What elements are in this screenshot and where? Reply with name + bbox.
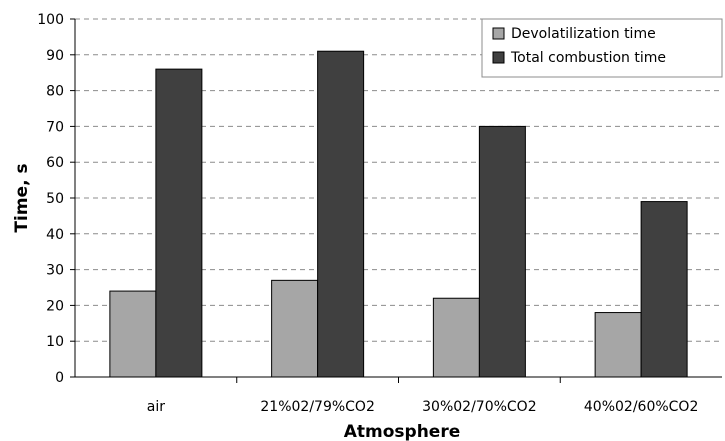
bar-devolatilization: [432, 297, 480, 378]
x-tick-label: 21%02/79%CO2: [260, 399, 374, 415]
bar-total-combustion: [317, 50, 365, 378]
y-tick-label: 70: [46, 119, 64, 135]
y-tick-label: 40: [46, 227, 64, 243]
y-tick-label: 10: [46, 334, 64, 350]
y-tick-label: 90: [46, 48, 64, 64]
y-axis-title: Time, s: [12, 163, 32, 232]
y-tick-label: 0: [55, 370, 64, 386]
y-tick-label: 30: [46, 263, 64, 279]
bar-devolatilization: [271, 279, 319, 378]
x-tick-label: 40%02/60%CO2: [584, 399, 698, 415]
y-tick-label: 100: [37, 12, 64, 28]
y-tick-label: 80: [46, 84, 64, 100]
bars: [109, 50, 688, 378]
x-tick-label: 30%02/70%CO2: [422, 399, 536, 415]
legend-swatch: [492, 51, 505, 64]
bar-devolatilization: [109, 290, 157, 378]
y-tick-label: 50: [46, 191, 64, 207]
x-axis-title: Atmosphere: [344, 422, 461, 441]
x-tick-label: air: [147, 399, 165, 415]
legend: Devolatilization time Total combustion ti…: [481, 18, 723, 78]
bar-total-combustion: [155, 68, 203, 378]
x-tick-labels: air 21%02/79%CO2 30%02/70%CO2 40%02/60%CO2: [147, 377, 698, 415]
legend-swatch: [492, 27, 505, 40]
y-tick-labels: 0 10 20 30 40 50 60 70 80 90 100: [37, 12, 75, 386]
legend-label: Total combustion time: [510, 50, 666, 66]
legend-label: Devolatilization time: [511, 26, 656, 42]
bar-total-combustion: [640, 201, 688, 378]
legend-box: [481, 18, 723, 78]
bar-devolatilization: [594, 312, 642, 378]
y-tick-label: 60: [46, 155, 64, 171]
bar-total-combustion: [478, 125, 526, 378]
y-tick-label: 20: [46, 298, 64, 314]
